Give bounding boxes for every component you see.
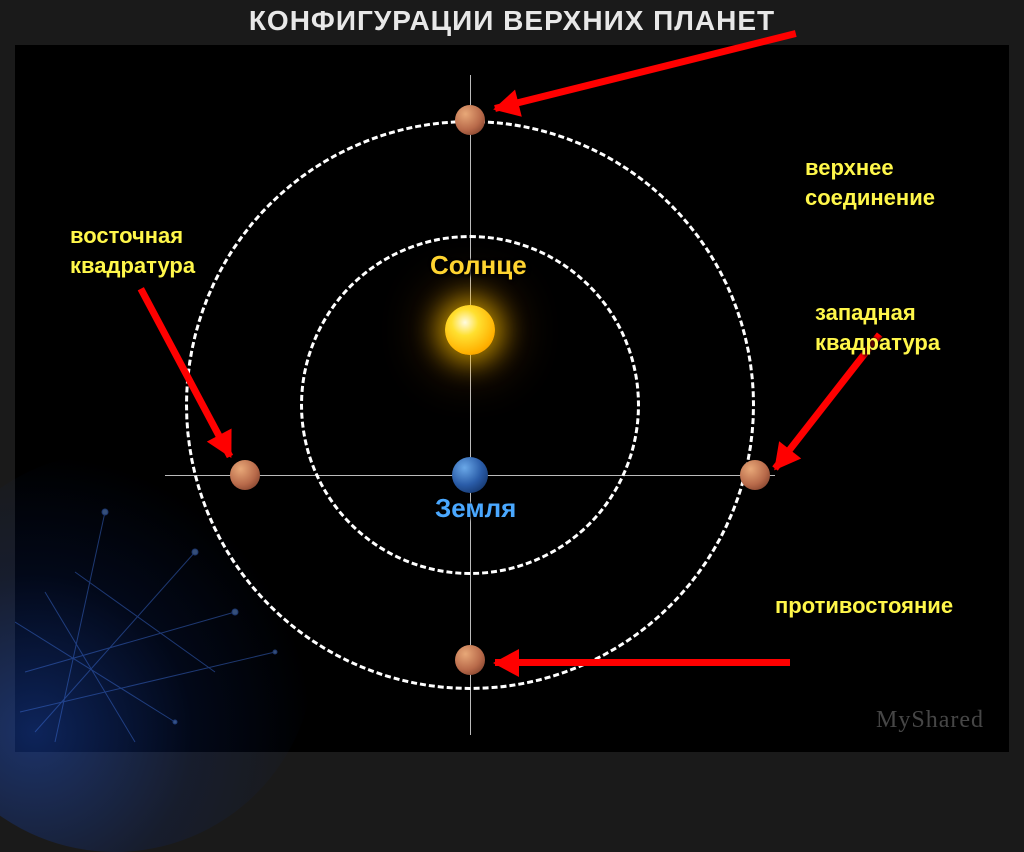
watermark: MyShared [876, 707, 984, 734]
sun-label: Солнце [430, 250, 527, 281]
sun-icon [445, 305, 495, 355]
arrow-top [494, 30, 796, 112]
planet-bottom [455, 645, 485, 675]
planet-top [455, 105, 485, 135]
label-left-1: восточная [70, 223, 183, 249]
label-right-1: западная [815, 300, 916, 326]
label-bottom: противостояние [775, 593, 953, 619]
label-top-2: соединение [805, 185, 935, 211]
label-left-2: квадратура [70, 253, 195, 279]
page-title: КОНФИГУРАЦИИ ВЕРХНИХ ПЛАНЕТ [0, 5, 1024, 37]
label-top-1: верхнее [805, 155, 894, 181]
planet-right [740, 460, 770, 490]
outer-orbit [185, 120, 755, 690]
earth-label: Земля [435, 493, 516, 524]
earth-icon [452, 457, 488, 493]
label-right-2: квадратура [815, 330, 940, 356]
planet-left [230, 460, 260, 490]
arrow-bottom [495, 659, 790, 666]
diagram-container: Солнце Земля верхнее соединение западная… [15, 45, 1009, 752]
